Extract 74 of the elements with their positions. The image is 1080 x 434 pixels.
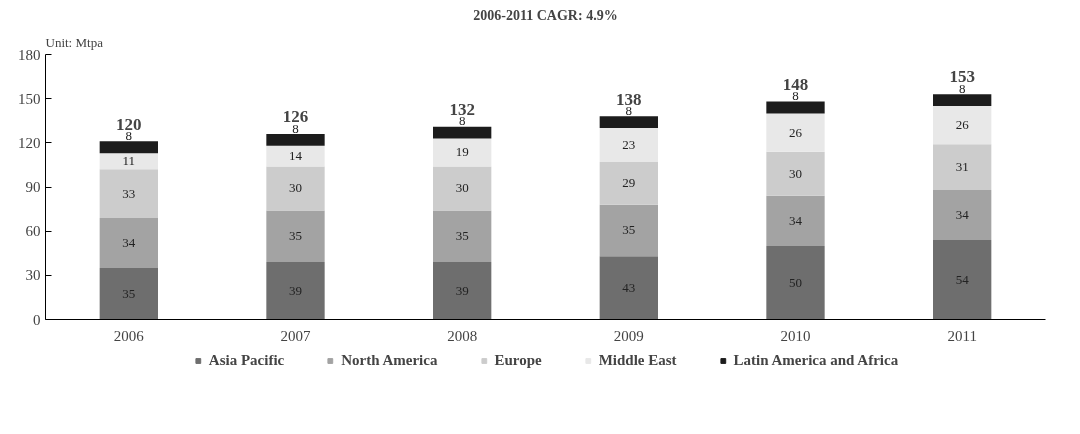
data-label: 11 (122, 153, 136, 169)
data-label: 30 (789, 165, 802, 181)
x-tick-label: 2010 (780, 327, 811, 344)
y-tick-label: 30 (25, 267, 41, 284)
bar (599, 256, 658, 320)
bar (599, 161, 658, 205)
y-tick-label: 150 (18, 90, 41, 107)
data-label: 39 (455, 282, 469, 298)
data-label: 35 (289, 228, 302, 244)
x-tick-label: 2007 (280, 327, 311, 344)
bar (766, 195, 825, 246)
bar (433, 210, 492, 263)
bar (266, 134, 325, 146)
bar (99, 141, 158, 154)
data-label: 30 (455, 180, 469, 196)
data-label: 23 (622, 137, 636, 153)
legend-label: Asia Pacific (208, 351, 285, 369)
bar (99, 267, 158, 320)
bar (766, 113, 825, 152)
data-label: 39 (289, 282, 302, 298)
data-label: 30 (289, 180, 302, 196)
bar (933, 144, 992, 190)
bar (933, 189, 992, 240)
x-tick-label: 2008 (447, 327, 478, 344)
y-tick-label: 90 (25, 179, 41, 195)
data-label: 31 (955, 159, 969, 175)
x-tick-label: 2006 (113, 327, 145, 344)
data-label: 26 (955, 117, 970, 133)
bar (266, 166, 325, 211)
y-tick-label: 60 (25, 223, 41, 240)
bar (933, 94, 992, 107)
bar (933, 240, 992, 320)
bar (266, 262, 325, 320)
data-label: 34 (789, 212, 803, 228)
bar (433, 166, 492, 211)
bar (433, 138, 492, 167)
data-label: 34 (955, 206, 970, 222)
data-label: 14 (289, 148, 303, 164)
legend-label: Europe (494, 351, 542, 369)
data-label: 34 (122, 234, 136, 250)
x-tick-label: 2011 (947, 327, 977, 344)
chart-title: 2006-2011 CAGR: 4.9% (473, 7, 618, 23)
legend-label: Latin America and Africa (733, 351, 899, 369)
data-label: 35 (122, 285, 136, 301)
data-label: 19 (455, 144, 469, 160)
data-label: 35 (622, 222, 636, 238)
data-label: 54 (955, 271, 970, 287)
bar (766, 101, 825, 114)
y-axis-title: Unit: Mtpa (45, 34, 104, 50)
bar (433, 126, 492, 139)
data-label: 29 (622, 175, 636, 191)
bar (599, 204, 658, 257)
bar (266, 145, 325, 167)
legend-label: North America (341, 351, 438, 369)
y-tick-label: 0 (33, 311, 41, 328)
bar (599, 116, 658, 129)
x-tick-label: 2009 (613, 327, 644, 344)
data-label: 43 (622, 279, 636, 295)
legend-label: Middle East (598, 351, 677, 369)
data-label: 35 (455, 228, 469, 244)
bar (266, 210, 325, 263)
bar (433, 262, 492, 320)
data-label: 33 (122, 185, 136, 201)
bar (99, 217, 158, 268)
bar (933, 106, 992, 145)
bar (766, 151, 825, 196)
y-tick-label: 180 (18, 46, 41, 63)
data-label: 50 (789, 274, 802, 290)
data-label: 26 (789, 124, 803, 140)
bar (766, 245, 825, 320)
bar (99, 153, 158, 170)
bar (99, 169, 158, 218)
bar (599, 128, 658, 162)
y-tick-label: 120 (18, 134, 41, 151)
